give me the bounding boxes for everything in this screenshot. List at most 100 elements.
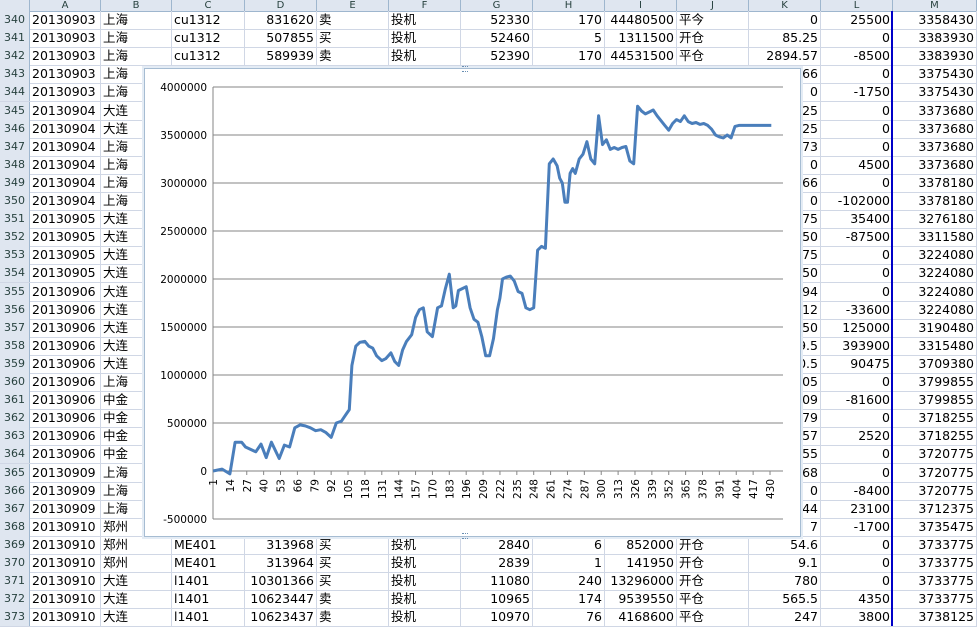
cell[interactable]: l1401 bbox=[172, 608, 245, 627]
cell[interactable]: 1311500 bbox=[605, 29, 677, 48]
cell[interactable]: 平仓 bbox=[677, 608, 749, 627]
cell[interactable]: 20130906 bbox=[30, 354, 101, 373]
cell[interactable]: 68 bbox=[749, 463, 821, 482]
cell[interactable]: 55 bbox=[749, 445, 821, 464]
column-header-m[interactable]: M bbox=[893, 0, 977, 11]
column-header-b[interactable]: B bbox=[101, 0, 172, 11]
cell[interactable]: 3718255 bbox=[893, 427, 977, 446]
cell[interactable]: 0 bbox=[821, 246, 893, 265]
cell[interactable]: 507855 bbox=[245, 29, 317, 48]
cell[interactable]: 05 bbox=[749, 373, 821, 391]
row-number[interactable]: 353 bbox=[0, 246, 30, 265]
row-number[interactable]: 344 bbox=[0, 83, 30, 102]
cell[interactable]: 3224080 bbox=[893, 264, 977, 283]
cell[interactable]: 52390 bbox=[461, 47, 533, 66]
cell[interactable]: 大连 bbox=[101, 572, 172, 591]
row-number[interactable]: 348 bbox=[0, 155, 30, 174]
cell[interactable]: 240 bbox=[533, 572, 605, 591]
cell[interactable]: 20130905 bbox=[30, 246, 101, 265]
cell[interactable]: ME401 bbox=[172, 554, 245, 572]
cell[interactable]: 3224080 bbox=[893, 300, 977, 319]
cell[interactable]: 44 bbox=[749, 499, 821, 518]
cell[interactable]: 大连 bbox=[101, 608, 172, 627]
row-number[interactable]: 340 bbox=[0, 11, 30, 29]
cell[interactable]: l1401 bbox=[172, 572, 245, 591]
cell[interactable]: 大连 bbox=[101, 590, 172, 609]
cell[interactable]: 20130906 bbox=[30, 300, 101, 319]
cell[interactable]: 3311580 bbox=[893, 228, 977, 247]
cell[interactable]: 0 bbox=[821, 119, 893, 138]
cell[interactable]: 10623437 bbox=[245, 608, 317, 627]
cell[interactable]: 20130909 bbox=[30, 499, 101, 518]
cell[interactable]: 76 bbox=[533, 608, 605, 627]
row-number[interactable]: 342 bbox=[0, 47, 30, 66]
cell[interactable]: 10623447 bbox=[245, 590, 317, 609]
row-number[interactable]: 373 bbox=[0, 608, 30, 627]
row-number[interactable]: 371 bbox=[0, 572, 30, 591]
column-header-h[interactable]: H bbox=[533, 0, 605, 11]
cell[interactable]: 卖 bbox=[317, 590, 389, 609]
row-number[interactable]: 363 bbox=[0, 427, 30, 446]
column-header-a[interactable]: A bbox=[30, 0, 101, 11]
series-line[interactable] bbox=[212, 104, 772, 476]
cell[interactable]: -8500 bbox=[821, 47, 893, 66]
cell[interactable]: 94 bbox=[749, 282, 821, 301]
cell[interactable]: 20130910 bbox=[30, 535, 101, 554]
cell[interactable]: 170 bbox=[533, 11, 605, 29]
row-number[interactable]: 349 bbox=[0, 173, 30, 192]
row-number[interactable]: 352 bbox=[0, 228, 30, 247]
cell[interactable]: 20130903 bbox=[30, 83, 101, 102]
table-row[interactable]: 342 20130903 上海 cu1312 589939 卖投机 52390 170 4453… bbox=[0, 47, 977, 67]
cell[interactable]: 0 bbox=[821, 409, 893, 428]
cell[interactable]: 66 bbox=[749, 173, 821, 192]
cell[interactable]: 20130910 bbox=[30, 608, 101, 627]
cell[interactable]: 3375430 bbox=[893, 65, 977, 84]
cell[interactable]: 20130906 bbox=[30, 336, 101, 355]
cell[interactable]: 20130906 bbox=[30, 373, 101, 391]
table-row[interactable]: 373 20130910 大连 l1401 10623437 卖投机 10970 76 4168… bbox=[0, 608, 977, 627]
cell[interactable]: 3190480 bbox=[893, 318, 977, 337]
row-number[interactable]: 350 bbox=[0, 192, 30, 210]
cell[interactable]: 565.5 bbox=[749, 590, 821, 609]
cell[interactable]: l1401 bbox=[172, 590, 245, 609]
cell[interactable]: 投机 bbox=[389, 590, 461, 609]
column-header-e[interactable]: E bbox=[317, 0, 389, 11]
cell[interactable]: 平仓 bbox=[677, 47, 749, 66]
cell[interactable]: 开仓 bbox=[677, 554, 749, 572]
cell[interactable]: 20130903 bbox=[30, 47, 101, 66]
cell[interactable]: 3733775 bbox=[893, 535, 977, 554]
column-header-i[interactable]: I bbox=[605, 0, 677, 11]
cell[interactable]: 141950 bbox=[605, 554, 677, 572]
cell[interactable]: 3735475 bbox=[893, 517, 977, 536]
cell[interactable]: 25500 bbox=[821, 11, 893, 29]
table-row[interactable]: 370 20130910 郑州 ME401 313964 买投机 2839 1 141950 开仓… bbox=[0, 554, 977, 573]
column-header-g[interactable]: G bbox=[461, 0, 533, 11]
cell[interactable]: 0 bbox=[821, 373, 893, 391]
table-row[interactable]: 367 20130909 上海 44 23100 3712375 bbox=[0, 499, 977, 519]
row-number[interactable]: 346 bbox=[0, 119, 30, 138]
cell[interactable]: 3712375 bbox=[893, 499, 977, 518]
cell[interactable]: -102000 bbox=[821, 192, 893, 210]
cell[interactable]: 投机 bbox=[389, 11, 461, 29]
cell[interactable]: 2894.57 bbox=[749, 47, 821, 66]
table-row[interactable]: 369 20130910 郑州 ME401 313968 买投机 2840 6 852000 开仓… bbox=[0, 535, 977, 555]
column-header-k[interactable]: K bbox=[749, 0, 821, 11]
cell[interactable]: 0 bbox=[749, 83, 821, 102]
cell[interactable]: 7 bbox=[749, 517, 821, 536]
cell[interactable]: 3373680 bbox=[893, 101, 977, 120]
cell[interactable]: 上海 bbox=[101, 47, 172, 66]
cell[interactable]: 3383930 bbox=[893, 47, 977, 66]
cell[interactable]: 09 bbox=[749, 391, 821, 410]
cell[interactable]: 开仓 bbox=[677, 29, 749, 48]
row-number[interactable]: 357 bbox=[0, 318, 30, 337]
cell[interactable]: 2520 bbox=[821, 427, 893, 446]
cell[interactable]: 开仓 bbox=[677, 572, 749, 591]
row-number[interactable]: 358 bbox=[0, 336, 30, 355]
table-row[interactable]: 341 20130903 上海 cu1312 507855 买投机 52460 5 131150… bbox=[0, 29, 977, 49]
row-number[interactable]: 370 bbox=[0, 554, 30, 572]
cell[interactable]: 3709380 bbox=[893, 354, 977, 373]
cell[interactable]: 3733775 bbox=[893, 590, 977, 609]
cell[interactable]: 20130906 bbox=[30, 409, 101, 428]
cell[interactable]: 3718255 bbox=[893, 409, 977, 428]
cell[interactable]: 11080 bbox=[461, 572, 533, 591]
